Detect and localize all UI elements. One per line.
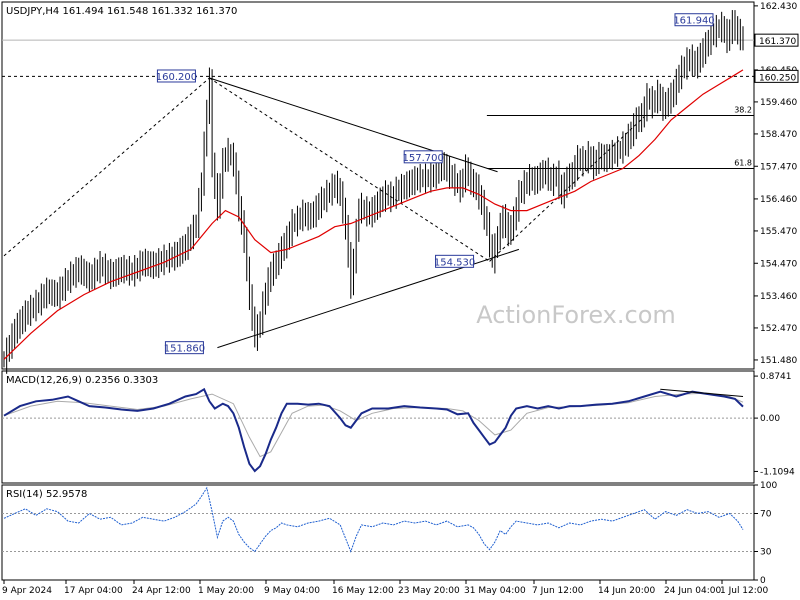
level-tag-box [754, 69, 799, 83]
macd-layer [2, 387, 754, 473]
annotation-box [435, 254, 475, 268]
x-tick-label: 1 Jul 12:00 [720, 586, 769, 596]
annotation-box [164, 341, 204, 355]
rsi-line [3, 486, 744, 553]
x-tick-label: 24 Apr 12:00 [132, 586, 191, 596]
x-tick-label: 9 Apr 2024 [2, 586, 52, 596]
watermark: ActionForex.com [476, 301, 676, 329]
annotation-label: 161.940 [673, 16, 714, 27]
annotation-label: 157.700 [403, 153, 444, 164]
macd-panel-frame [1, 370, 755, 484]
x-tick-label: 7 Jun 12:00 [532, 586, 584, 596]
annotation-label: 160.200 [156, 72, 197, 83]
trendline [489, 116, 645, 262]
rsi-y-tick-label: 70 [760, 510, 772, 520]
rsi-panel-frame [1, 484, 755, 581]
price-y-tick-label: 156.460 [760, 195, 797, 205]
price-y-tick-label: 162.430 [760, 2, 797, 12]
rsi-y-tick-label: 30 [760, 548, 772, 558]
rsi-y-tick-label: 100 [760, 481, 777, 491]
x-tick-label: 31 May 04:00 [464, 586, 526, 596]
annotation-box [674, 13, 714, 27]
macd-y-tick-label: -1.1094 [760, 467, 795, 477]
annotation-box [403, 150, 443, 164]
rsi-y-tick-label: 0 [760, 576, 766, 586]
current-price-tag-box [754, 33, 799, 47]
x-tick-label: 24 Jun 04:00 [664, 586, 721, 596]
price-y-tick-label: 158.470 [760, 130, 797, 140]
x-tick-label: 1 May 20:00 [198, 586, 254, 596]
x-tick-label: 16 May 12:00 [332, 586, 394, 596]
rsi-label: RSI(14) 52.9578 [6, 489, 87, 500]
level-tag: 160.250 [759, 73, 796, 83]
rsi-layer [2, 486, 754, 553]
trendline [209, 77, 498, 173]
price-y-tick-label: 154.470 [760, 259, 797, 269]
annotation-label: 154.530 [434, 257, 475, 268]
macd-y-tick-label: 0.00 [760, 414, 780, 424]
macd-line [3, 387, 744, 473]
price-panel-frame [1, 1, 755, 370]
annotation-label: 151.860 [164, 344, 205, 355]
price-layer: 38.2 61.8 160.200 157.700 161.940 154.530 151.… [2, 10, 754, 374]
symbol-header: USDJPY,H4 161.494 161.548 161.332 161.37… [6, 6, 237, 17]
macd-trendline [660, 388, 744, 397]
price-y-tick-label: 159.460 [760, 98, 797, 108]
x-tick-label: 17 Apr 04:00 [64, 586, 123, 596]
current-price-tag: 161.370 [759, 37, 796, 47]
annotation-box [156, 69, 196, 83]
x-tick-label: 14 Jun 20:00 [598, 586, 655, 596]
macd-label: MACD(12,26,9) 0.2356 0.3303 [6, 375, 158, 386]
price-y-tick-label: 153.460 [760, 292, 797, 302]
price-y-tick-label: 155.470 [760, 227, 797, 237]
fib-level-label: 61.8 [734, 159, 752, 168]
trendline [209, 77, 490, 262]
x-tick-label: 9 May 04:00 [264, 586, 320, 596]
fib-level-label: 38.2 [734, 105, 752, 114]
moving-average-line [3, 69, 744, 360]
price-y-tick-label: 151.480 [760, 356, 797, 366]
macd-y-tick-label: 0.8741 [760, 372, 792, 382]
price-y-tick-label: 152.470 [760, 324, 797, 334]
price-y-tick-label: 157.470 [760, 162, 797, 172]
x-tick-label: 23 May 20:00 [398, 586, 460, 596]
